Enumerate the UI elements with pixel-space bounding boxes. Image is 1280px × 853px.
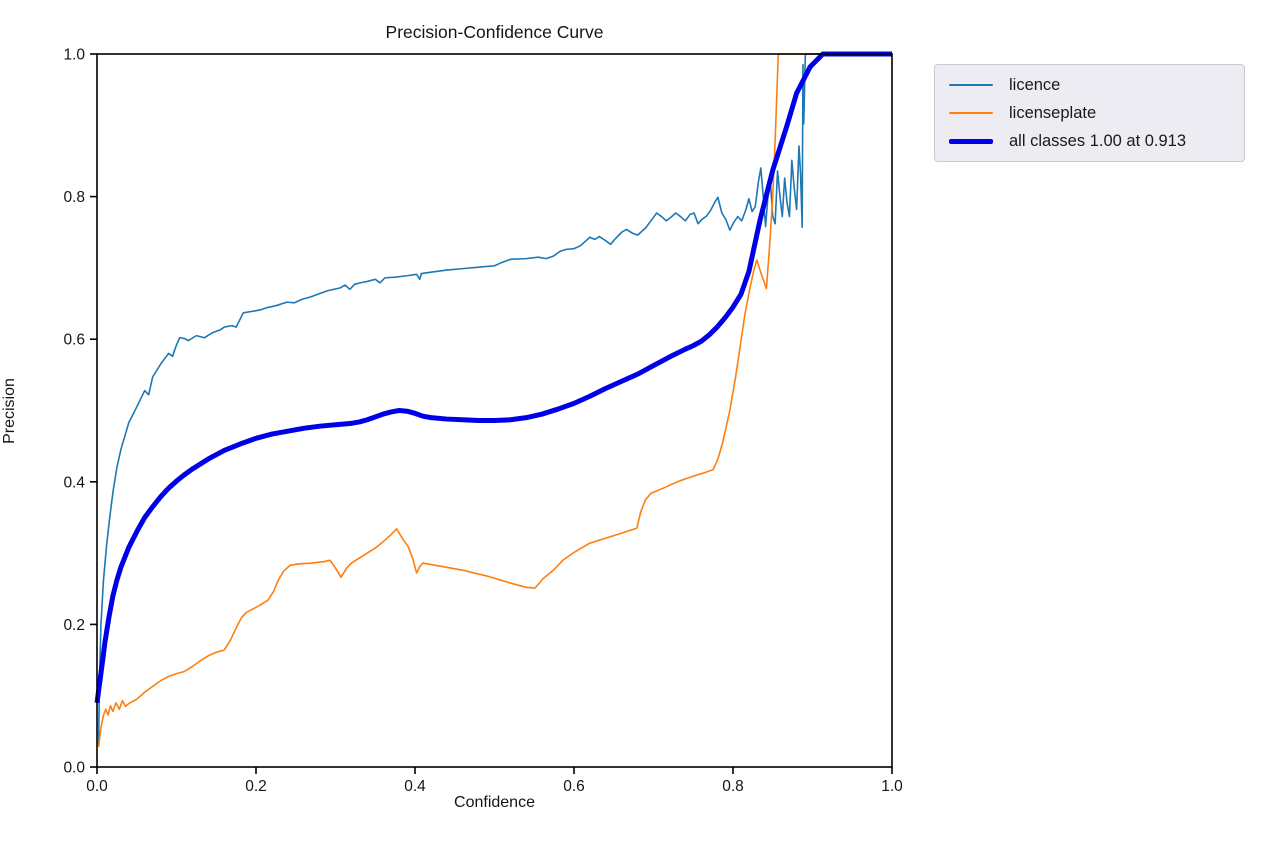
y-tick-label: 0.8 — [63, 189, 85, 206]
y-tick-label: 0.4 — [63, 474, 85, 491]
legend-line-sample-licence — [949, 84, 993, 86]
x-tick-label: 0.6 — [563, 778, 585, 795]
chart-title: Precision-Confidence Curve — [385, 22, 604, 42]
legend-label-all-classes-1-00-at-0-913: all classes 1.00 at 0.913 — [1009, 131, 1187, 150]
legend-line-sample-all-classes-1-00-at-0-913 — [949, 138, 993, 144]
series-line-licenseplate — [97, 53, 892, 748]
legend-item-all-classes-1-00-at-0-913: all classes 1.00 at 0.913 — [945, 127, 1234, 155]
y-axis-label: Precision — [1, 378, 18, 444]
x-tick-label: 1.0 — [881, 778, 903, 795]
legend-label-licence: licence — [1009, 75, 1061, 94]
y-tick-label: 0.0 — [63, 760, 85, 777]
legend-item-licenseplate: licenseplate — [945, 99, 1234, 127]
legend-line-sample-licenseplate — [949, 112, 993, 114]
x-tick-label: 0.8 — [722, 778, 744, 795]
axes-frame — [96, 53, 893, 768]
x-tick-label: 0.0 — [86, 778, 108, 795]
series-line-all-classes-1-00-at-0-913 — [94, 51, 892, 704]
y-tick-label: 0.2 — [63, 617, 85, 634]
legend-item-licence: licence — [945, 71, 1234, 99]
legend-box: licence licenseplate all classes 1.00 at 0… — [934, 64, 1245, 162]
x-tick-label: 0.2 — [245, 778, 267, 795]
x-tick-label: 0.4 — [404, 778, 426, 795]
legend-label-licenseplate: licenseplate — [1009, 103, 1097, 122]
x-axis-label: Confidence — [454, 794, 535, 811]
series-line-licence — [97, 53, 892, 746]
y-tick-label: 1.0 — [63, 47, 85, 64]
y-tick-label: 0.6 — [63, 332, 85, 349]
